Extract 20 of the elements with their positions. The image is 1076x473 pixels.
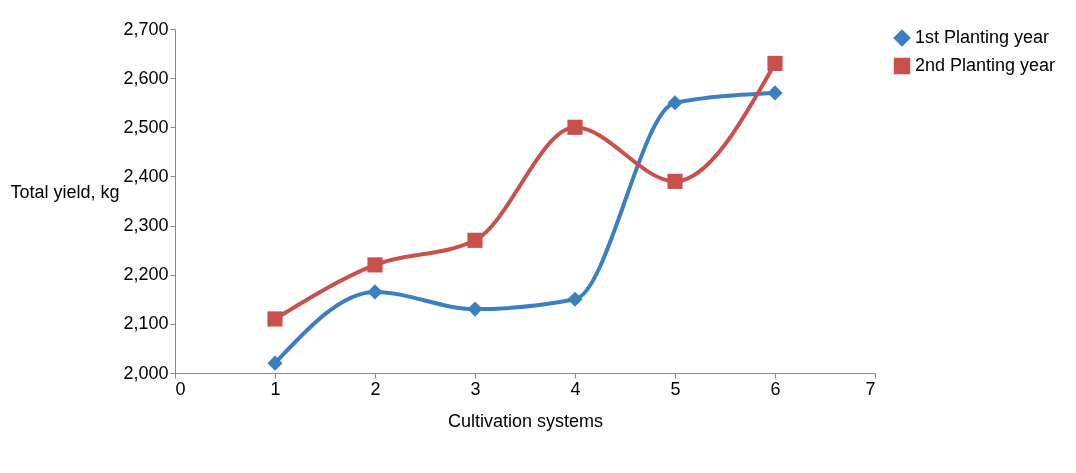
x-tick-label: 4 [570, 378, 581, 399]
y-tick-label: 2,000 [123, 362, 169, 383]
x-tick-label: 3 [470, 378, 481, 399]
x-tick-label: 5 [670, 378, 681, 399]
y-axis-title: Total yield, kg [10, 181, 120, 202]
x-tick-label: 6 [770, 378, 781, 399]
x-tick-label: 0 [175, 378, 186, 399]
x-axis-title: Cultivation systems [447, 410, 604, 431]
legend-label: 2nd Planting year [915, 55, 1056, 75]
y-tick-label: 2,600 [123, 67, 169, 88]
x-tick-label: 7 [865, 378, 876, 399]
legend-label: 1st Planting year [915, 27, 1050, 47]
y-tick-label: 2,500 [123, 116, 169, 137]
x-tick-label: 2 [370, 378, 381, 399]
y-tick-label: 2,300 [123, 215, 169, 236]
y-tick-label: 2,400 [123, 165, 169, 186]
y-tick-label: 2,100 [123, 313, 169, 334]
y-tick-label: 2,200 [123, 264, 169, 285]
y-tick-label: 2,700 [123, 18, 169, 39]
x-tick-label: 1 [270, 378, 281, 399]
